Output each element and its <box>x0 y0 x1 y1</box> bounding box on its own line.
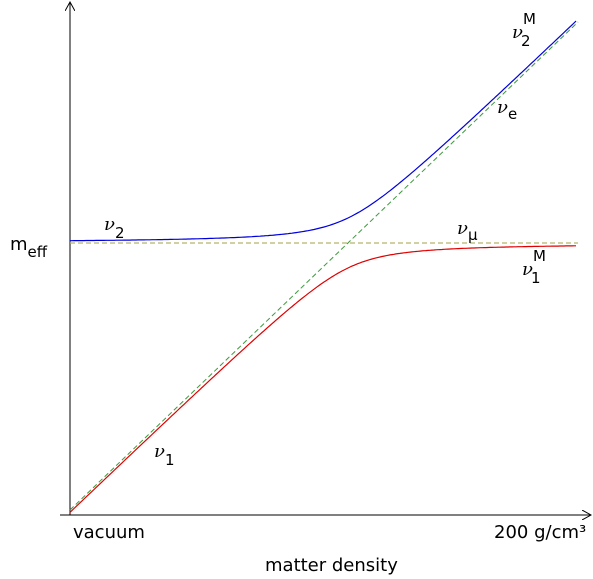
x-end: 200 g/cm³ <box>494 522 586 543</box>
nu2-label: ν2 <box>104 214 125 242</box>
nu1-label: ν1 <box>154 441 175 469</box>
nu1M-label: νM 1 <box>522 247 546 287</box>
x-label: matter density <box>265 555 398 576</box>
y-label: meff <box>10 234 48 261</box>
nu1-curve <box>69 245 576 513</box>
nu2-curve <box>70 20 577 242</box>
numu-label: νμ <box>457 218 478 244</box>
nu2M-label: νM 2 <box>512 10 536 50</box>
nue-line <box>69 21 579 511</box>
x-start: vacuum <box>73 522 145 543</box>
nue-label: νe <box>497 97 517 123</box>
